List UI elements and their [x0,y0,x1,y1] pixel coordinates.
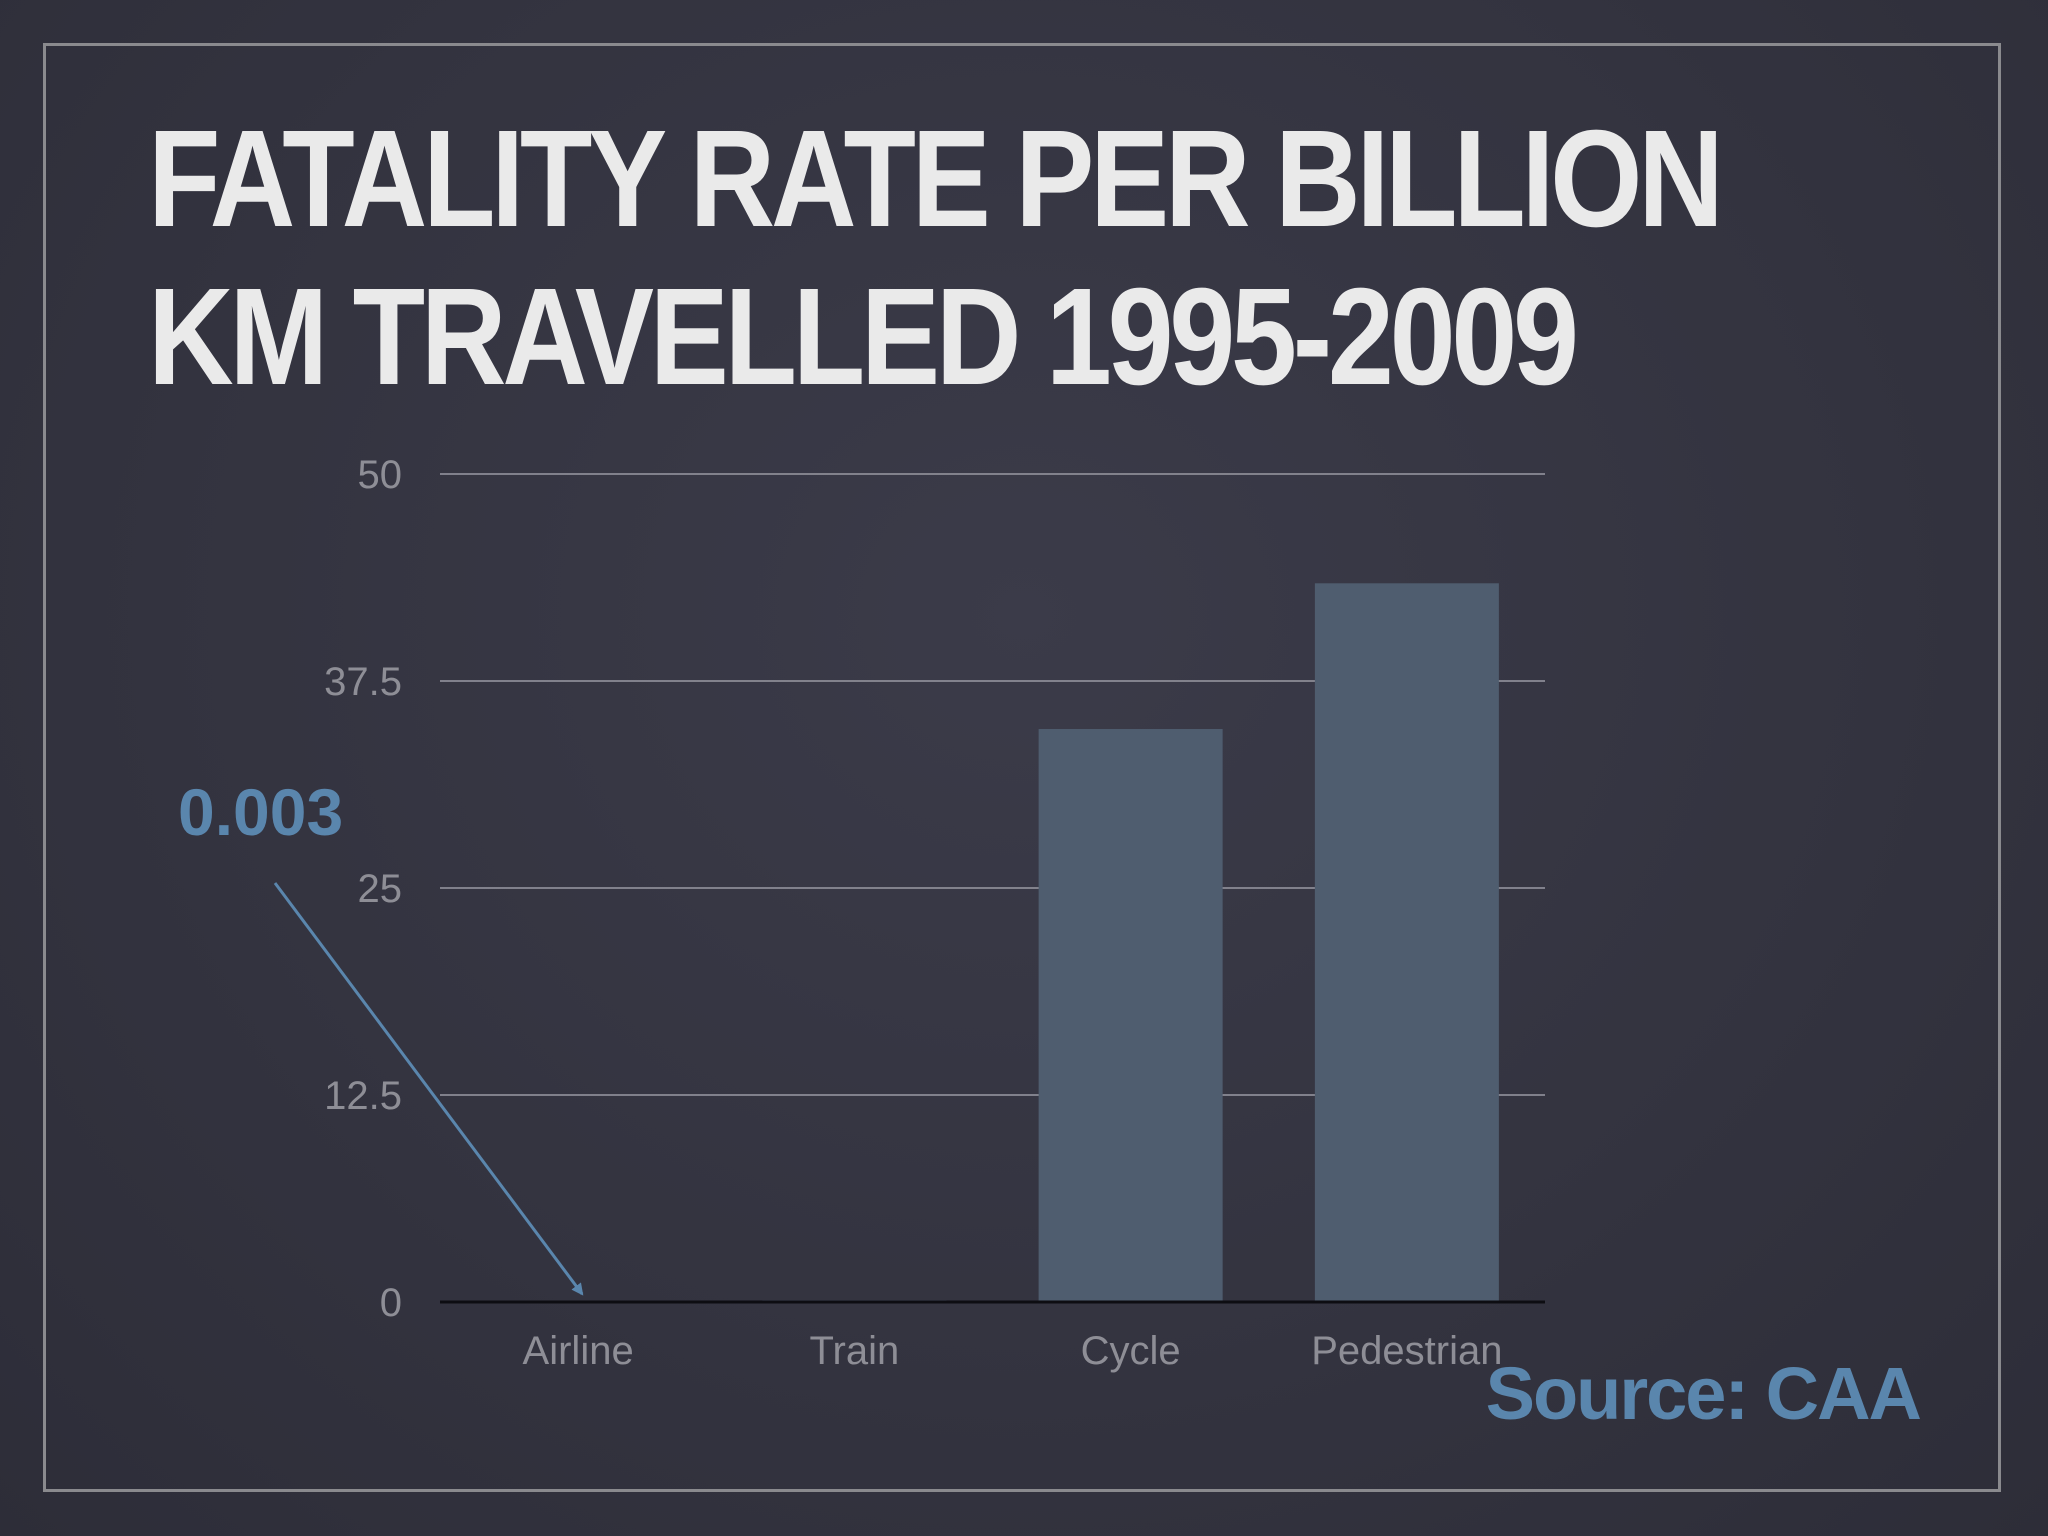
y-tick-label: 25 [358,867,403,911]
slide-title: FATALITY RATE PER BILLION KM TRAVELLED 1… [148,100,1724,416]
y-tick-label: 50 [358,453,403,497]
title-line-1: FATALITY RATE PER BILLION [148,102,1724,256]
y-tick-label: 0 [380,1281,402,1325]
source-credit: Source: CAA [1485,1352,1922,1435]
callout-arrow [273,882,584,1296]
annotations: 0.003 [178,775,584,1296]
x-tick-label: Airline [523,1329,634,1373]
bar-cycle [1038,729,1223,1302]
y-tick-label: 37.5 [324,660,402,704]
title-line-2: KM TRAVELLED 1995-2009 [148,260,1579,414]
slide-frame [43,43,2001,1492]
bars [486,583,1499,1302]
y-tick-label: 12.5 [324,1074,402,1118]
bar-pedestrian [1314,583,1499,1302]
x-axis-category-labels: Airline Train Cycle Pedestrian [523,1329,1503,1373]
x-tick-label: Cycle [1081,1329,1181,1373]
x-tick-label: Train [810,1329,900,1373]
x-tick-label: Pedestrian [1311,1329,1502,1373]
y-axis-tick-labels: 0 12.5 25 37.5 50 [324,453,402,1325]
callout-label: 0.003 [178,775,343,849]
